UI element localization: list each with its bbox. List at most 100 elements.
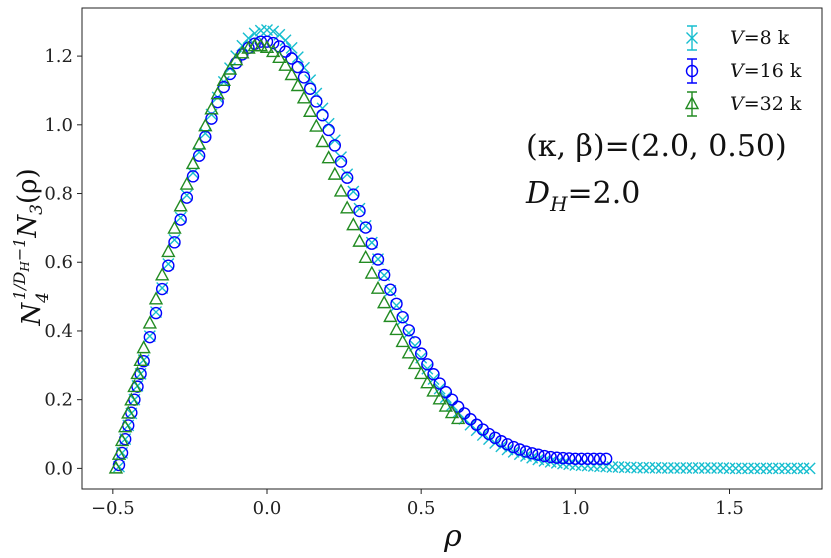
data-point-v16k — [371, 253, 385, 266]
data-point-v16k — [408, 336, 422, 349]
data-point-v16k — [550, 451, 564, 464]
parameter-annotation: (κ, β)=(2.0, 0.50) — [526, 129, 787, 164]
data-point-v32k — [426, 383, 441, 397]
data-point-v32k — [278, 57, 293, 71]
data-point-v16k — [427, 368, 440, 381]
data-point-v16k — [134, 367, 147, 381]
data-point-v8k — [797, 462, 810, 475]
data-point-v16k — [340, 171, 354, 184]
data-point-v32k — [154, 267, 170, 281]
data-point-v8k — [174, 211, 187, 224]
data-point-v8k — [341, 168, 354, 181]
legend-errorbar — [687, 58, 697, 84]
y-tick-label: 0.8 — [44, 184, 73, 205]
data-point-v32k — [413, 365, 429, 380]
data-point-v32k — [339, 200, 355, 214]
data-point-v16k — [507, 440, 520, 454]
data-point-v16k — [538, 449, 551, 463]
data-point-v16k — [414, 347, 428, 360]
data-point-v32k — [148, 291, 164, 305]
data-point-v32k — [179, 176, 195, 190]
legend-entry-v16k: V=16 k — [685, 58, 802, 84]
data-point-v16k — [285, 52, 298, 65]
series-v16k — [112, 35, 613, 472]
data-point-v8k — [267, 25, 280, 38]
legend-marker-v8k — [686, 25, 698, 51]
data-point-v16k — [149, 306, 163, 320]
y-axis-label: N41/DH−1N3(ρ) — [10, 168, 53, 326]
legend-marker-symbol — [684, 96, 700, 110]
data-point-v8k — [698, 462, 711, 475]
data-point-v32k — [321, 150, 336, 164]
axes: −0.5 0.0 0.5 1.0 1.5 0.0 0.2 0.4 0.6 0.8 1.0 1.2 — [44, 7, 823, 519]
data-point-v32k — [376, 295, 392, 309]
data-point-v8k — [772, 462, 785, 475]
data-point-v8k — [729, 462, 742, 475]
data-point-v32k — [108, 460, 124, 474]
y-tick-label: 0.6 — [44, 252, 73, 273]
data-point-v8k — [242, 32, 255, 45]
data-point-v32k — [253, 38, 269, 52]
data-point-v8k — [735, 462, 748, 475]
data-point-v16k — [556, 451, 570, 465]
data-point-v16k — [562, 452, 576, 465]
data-point-v32k — [327, 166, 343, 180]
legend-label-v8k: V=8 k — [730, 27, 790, 49]
dh-annotation: DH=2.0 — [525, 176, 640, 216]
data-point-v16k — [143, 330, 157, 344]
data-point-v8k — [655, 462, 668, 475]
data-point-v32k — [333, 183, 349, 197]
data-point-v16k — [168, 236, 181, 249]
data-point-v16k — [421, 358, 434, 371]
series-v32k — [108, 38, 466, 474]
data-point-v8k — [760, 462, 773, 475]
data-point-v32k — [315, 134, 330, 148]
data-point-v16k — [137, 354, 150, 368]
data-point-v32k — [117, 419, 133, 433]
data-point-v32k — [364, 265, 380, 279]
data-point-v32k — [210, 86, 225, 100]
data-point-v16k — [575, 452, 588, 465]
data-point-v32k — [241, 40, 256, 54]
data-point-v16k — [513, 443, 527, 456]
data-point-v8k — [791, 462, 804, 475]
data-point-v32k — [346, 217, 361, 231]
legend-marker-v32k — [684, 91, 700, 117]
data-point-v32k — [114, 432, 130, 447]
data-point-v16k — [353, 204, 366, 218]
data-point-v32k — [358, 249, 373, 263]
data-point-v8k — [705, 462, 717, 475]
y-tick-label: 0.0 — [44, 458, 73, 479]
data-point-v32k — [259, 39, 275, 54]
data-point-v8k — [637, 461, 650, 474]
data-point-v16k — [396, 311, 409, 324]
data-point-v16k — [205, 112, 218, 125]
legend-marker-symbol — [686, 32, 698, 44]
data-point-v16k — [365, 237, 379, 250]
data-point-v32k — [222, 61, 238, 75]
data-point-v16k — [519, 445, 533, 458]
data-point-v32k — [272, 49, 287, 64]
data-point-v16k — [384, 283, 397, 296]
data-point-v8k — [353, 202, 366, 215]
data-point-v8k — [396, 313, 409, 326]
data-point-v16k — [192, 149, 206, 162]
data-point-v16k — [433, 377, 446, 390]
data-point-v16k — [377, 268, 391, 282]
data-point-v32k — [130, 365, 145, 380]
data-point-v32k — [121, 405, 136, 419]
data-point-v32k — [407, 355, 423, 370]
data-point-v32k — [191, 136, 207, 150]
data-point-v32k — [296, 90, 312, 104]
legend-entry-v8k: V=8 k — [686, 25, 790, 51]
y-tick-label: 1.2 — [44, 46, 73, 67]
data-point-v16k — [544, 450, 557, 464]
data-point-v32k — [133, 352, 148, 367]
data-point-v16k — [482, 427, 496, 441]
x-tick-label: 1.0 — [561, 498, 590, 519]
y-tick-label: 0.4 — [44, 321, 73, 342]
data-point-v32k — [142, 315, 158, 329]
data-point-v8k — [359, 219, 372, 232]
data-point-v8k — [618, 461, 631, 474]
data-point-v16k — [211, 95, 224, 109]
